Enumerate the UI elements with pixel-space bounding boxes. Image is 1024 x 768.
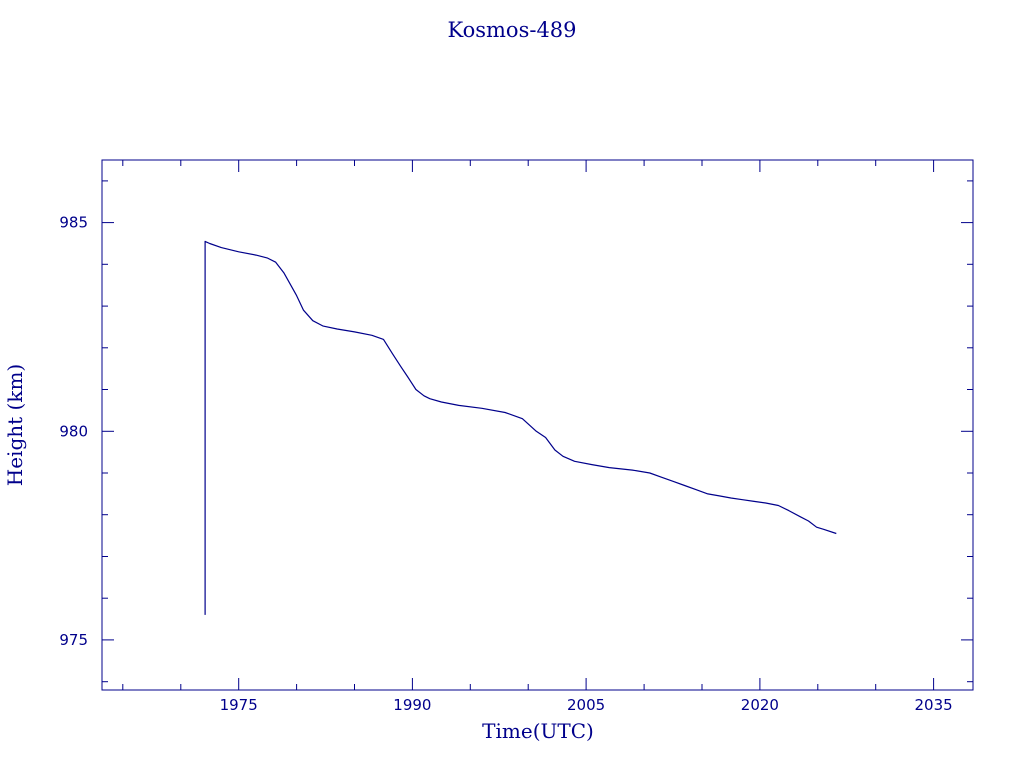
x-tick-label: 1975 (220, 696, 258, 714)
y-tick-label: 975 (59, 631, 88, 649)
x-tick-label: 2035 (915, 696, 953, 714)
x-tick-label: 1990 (393, 696, 431, 714)
y-tick-label: 985 (59, 214, 88, 232)
x-axis-label: Time(UTC) (482, 719, 594, 743)
minor-ticks (102, 160, 973, 690)
x-tick-label: 2005 (567, 696, 605, 714)
series-layer (204, 240, 837, 615)
series-line-0 (204, 240, 837, 615)
x-tick-label: 2020 (741, 696, 779, 714)
y-axis-label: Height (km) (3, 364, 27, 486)
y-axis-ticks: 975 980 985 (59, 214, 88, 649)
chart-title: Kosmos-489 (447, 18, 576, 42)
x-axis-ticks: 1975 1990 2005 2020 2035 (220, 696, 953, 714)
y-tick-label: 980 (59, 422, 88, 440)
plot-frame (101, 159, 974, 691)
